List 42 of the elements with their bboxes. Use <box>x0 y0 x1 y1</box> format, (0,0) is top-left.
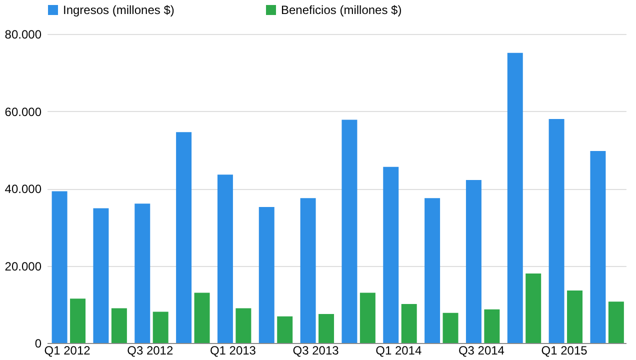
bar <box>383 166 399 343</box>
bar <box>424 198 440 343</box>
bar <box>590 151 606 343</box>
bar <box>277 316 293 343</box>
legend-label: Beneficios (millones $) <box>281 3 402 17</box>
x-tick-label: Q3 2013 <box>292 344 340 358</box>
legend-label: Ingresos (millones $) <box>63 3 174 17</box>
bar <box>442 312 458 343</box>
bar <box>134 204 150 343</box>
bar <box>70 298 86 343</box>
bar <box>548 118 564 343</box>
bar <box>194 292 210 343</box>
x-tick-label: Q1 2015 <box>541 344 588 358</box>
bar <box>176 132 192 343</box>
bar <box>217 174 233 343</box>
bar <box>608 302 624 343</box>
bar <box>342 120 358 343</box>
bar <box>52 191 68 343</box>
x-tick-label: Q3 2014 <box>458 344 505 358</box>
bar <box>258 207 274 343</box>
bar <box>318 314 334 343</box>
bar <box>401 304 417 343</box>
bar <box>484 309 500 343</box>
bar <box>152 312 168 343</box>
bar <box>236 308 252 343</box>
y-tick-label: 80.000 <box>4 28 42 42</box>
y-tick-label: 0 <box>34 336 42 350</box>
bar <box>466 180 482 343</box>
bar <box>111 308 127 343</box>
bar <box>93 208 109 343</box>
bar <box>526 273 542 343</box>
bar <box>360 292 376 343</box>
bar <box>507 52 523 343</box>
bar <box>300 198 316 343</box>
x-tick-label: Q3 2012 <box>127 344 174 358</box>
x-tick-label: Q1 2013 <box>210 344 256 358</box>
y-tick-label: 60.000 <box>4 104 42 119</box>
x-tick-label: Q1 2014 <box>376 344 422 358</box>
bar <box>567 290 583 343</box>
x-tick-label: Q1 2012 <box>44 344 91 358</box>
y-tick-label: 20.000 <box>4 259 42 274</box>
y-tick-label: 40.000 <box>4 182 42 196</box>
